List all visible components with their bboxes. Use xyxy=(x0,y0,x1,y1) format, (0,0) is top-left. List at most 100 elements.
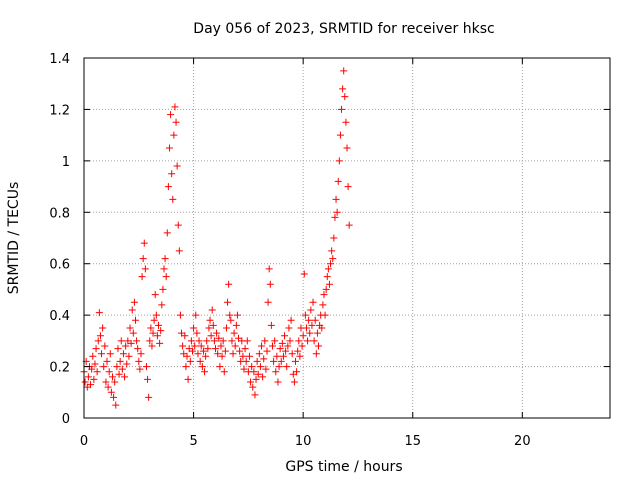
data-point-marker xyxy=(175,247,183,255)
data-point-marker xyxy=(193,329,201,337)
x-tick-label: 5 xyxy=(189,434,197,449)
data-point-marker xyxy=(138,273,146,281)
data-point-marker xyxy=(231,342,239,350)
y-tick-label: 0.4 xyxy=(49,309,70,324)
data-point-marker xyxy=(146,337,154,345)
data-point-marker xyxy=(149,329,157,337)
data-point-marker xyxy=(127,339,135,347)
data-point-marker xyxy=(285,324,293,332)
data-point-marker xyxy=(247,378,255,386)
data-point-marker xyxy=(139,255,147,263)
data-point-marker xyxy=(220,368,228,376)
data-point-marker xyxy=(91,360,99,368)
data-point-marker xyxy=(94,337,102,345)
data-point-marker xyxy=(181,332,189,340)
data-point-marker xyxy=(156,339,164,347)
data-point-marker xyxy=(270,357,278,365)
data-point-marker xyxy=(121,373,129,381)
data-point-marker xyxy=(81,378,89,386)
data-point-marker xyxy=(147,324,155,332)
data-point-marker xyxy=(264,298,272,306)
data-point-marker xyxy=(205,324,213,332)
data-point-marker xyxy=(216,363,224,371)
data-point-marker xyxy=(265,265,273,273)
data-point-marker xyxy=(190,324,198,332)
data-point-marker xyxy=(168,170,176,178)
data-point-marker xyxy=(321,311,329,319)
data-point-marker xyxy=(174,221,182,229)
data-point-marker xyxy=(227,316,235,324)
data-point-marker xyxy=(286,337,294,345)
data-point-marker xyxy=(153,332,161,340)
data-point-marker xyxy=(90,375,98,383)
data-point-marker xyxy=(93,368,101,376)
data-point-marker xyxy=(184,375,192,383)
data-point-marker xyxy=(268,342,276,350)
data-point-marker xyxy=(172,118,180,126)
data-point-marker xyxy=(151,291,159,299)
data-point-marker xyxy=(334,177,342,185)
data-point-marker xyxy=(288,350,296,358)
data-point-marker xyxy=(162,273,170,281)
data-point-marker xyxy=(128,306,136,314)
data-point-marker xyxy=(309,298,317,306)
data-point-marker xyxy=(331,213,339,221)
data-point-marker xyxy=(311,316,319,324)
data-point-marker xyxy=(330,234,338,242)
data-point-marker xyxy=(152,311,160,319)
data-point-marker xyxy=(254,370,262,378)
data-point-marker xyxy=(129,329,137,337)
data-point-marker xyxy=(335,157,343,165)
data-point-marker xyxy=(327,260,335,268)
data-point-marker xyxy=(98,350,106,358)
data-point-marker xyxy=(319,301,327,309)
y-tick-label: 1.2 xyxy=(49,103,70,118)
data-point-marker xyxy=(89,352,97,360)
data-point-marker xyxy=(198,363,206,371)
data-point-marker xyxy=(228,337,236,345)
data-point-marker xyxy=(165,144,173,152)
chart-title: Day 056 of 2023, SRMTID for receiver hks… xyxy=(193,21,494,37)
data-point-marker xyxy=(241,345,249,353)
data-point-marker xyxy=(332,195,340,203)
data-point-marker xyxy=(263,347,271,355)
data-point-marker xyxy=(232,321,240,329)
data-point-marker xyxy=(197,342,205,350)
data-point-marker xyxy=(157,327,165,335)
data-point-marker xyxy=(323,273,331,281)
x-tick-label: 10 xyxy=(295,434,312,449)
data-point-marker xyxy=(194,350,202,358)
data-point-marker xyxy=(240,365,248,373)
x-tick-label: 0 xyxy=(80,434,88,449)
data-point-marker xyxy=(222,324,230,332)
data-point-marker xyxy=(325,280,333,288)
y-tick-label: 0.8 xyxy=(49,206,70,221)
data-point-marker xyxy=(267,321,275,329)
data-point-marker xyxy=(339,85,347,93)
data-point-marker xyxy=(117,337,125,345)
data-point-marker xyxy=(304,337,312,345)
data-point-marker xyxy=(260,355,268,363)
data-point-marker xyxy=(284,342,292,350)
data-point-marker xyxy=(141,265,149,273)
data-point-marker xyxy=(105,368,113,376)
data-point-marker xyxy=(312,350,320,358)
data-point-marker xyxy=(258,342,266,350)
data-point-marker xyxy=(87,381,95,389)
data-point-marker xyxy=(100,363,108,371)
data-point-marker xyxy=(252,375,260,383)
data-point-marker xyxy=(206,316,214,324)
data-point-marker xyxy=(171,103,179,111)
data-point-marker xyxy=(116,357,124,365)
data-point-marker xyxy=(95,309,103,317)
data-point-marker xyxy=(112,401,120,409)
data-point-marker xyxy=(301,311,309,319)
data-point-marker xyxy=(195,337,203,345)
data-point-marker xyxy=(273,352,281,360)
data-point-marker xyxy=(299,332,307,340)
data-point-marker xyxy=(342,118,350,126)
data-point-marker xyxy=(114,345,122,353)
data-point-marker xyxy=(204,345,212,353)
data-point-marker xyxy=(202,352,210,360)
